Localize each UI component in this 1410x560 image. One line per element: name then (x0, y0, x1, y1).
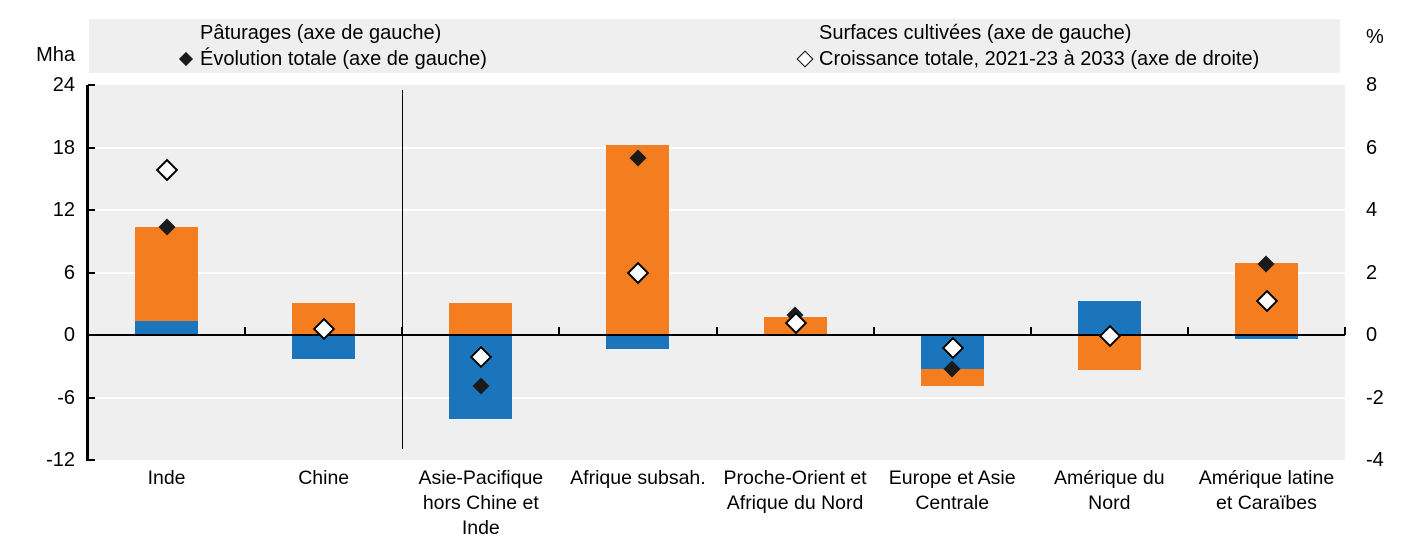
left-axis-tick (88, 84, 95, 86)
category-label: Proche-Orient et Afrique du Nord (723, 467, 867, 514)
gridline (88, 146, 1345, 149)
legend: Pâturages (axe de gauche) Surfaces culti… (89, 19, 1340, 73)
gridline (88, 209, 1345, 211)
x-axis-zero-line (88, 333, 1345, 337)
white-diamond-icon (796, 50, 814, 68)
x-axis-tick (401, 327, 404, 335)
legend-label-croissance: Croissance totale, 2021-23 à 2033 (axe d… (819, 47, 1260, 70)
legend-label-paturages: Pâturages (axe de gauche) (200, 21, 442, 44)
bar-segment-surfaces (449, 302, 513, 335)
blue-square-icon (178, 25, 194, 41)
x-axis-tick (244, 327, 247, 335)
bar-segment-paturages (1234, 335, 1298, 340)
left-axis-tick (88, 334, 95, 336)
left-axis-tick (88, 271, 95, 274)
legend-label-surfaces: Surfaces cultivées (axe de gauche) (819, 21, 1132, 44)
bar-segment-paturages (292, 335, 356, 359)
right-axis-tick-label: 4 (1366, 199, 1378, 221)
gridline (88, 396, 1345, 399)
bar-segment-surfaces (920, 369, 984, 387)
x-axis-tick (1186, 327, 1189, 335)
bar-segment-surfaces (606, 145, 670, 335)
x-axis-tick (715, 327, 718, 335)
left-axis-tick-label: -6 (57, 386, 75, 409)
category-label: Europe et Asie Centrale (888, 467, 1016, 514)
bar-segment-paturages (135, 321, 199, 335)
plot-area (88, 85, 1346, 460)
left-axis-tick-label: 24 (52, 74, 75, 96)
bar-segment-surfaces (135, 226, 199, 322)
right-axis-tick-label: 2 (1366, 261, 1378, 284)
gridline (88, 271, 1345, 274)
legend-item-evolution: Évolution totale (axe de gauche) (178, 48, 487, 70)
left-axis-tick (88, 396, 95, 399)
left-axis-tick-label: 12 (52, 199, 75, 221)
legend-label-evolution: Évolution totale (axe de gauche) (200, 47, 487, 70)
left-axis-tick-label: -12 (46, 449, 75, 471)
left-axis-unit-label: Mha (36, 44, 75, 66)
bar-segment-paturages (606, 335, 670, 349)
x-axis-tick (872, 327, 875, 335)
right-axis-tick-label: 0 (1366, 324, 1378, 346)
category-label: Amérique du Nord (1054, 467, 1165, 514)
category-label: Chine (298, 467, 350, 489)
category-label: Asie-Pacifique hors Chine et Inde (418, 467, 544, 539)
right-axis-tick-label: 8 (1366, 74, 1378, 96)
legend-item-croissance: Croissance totale, 2021-23 à 2033 (axe d… (796, 47, 1260, 70)
legend-item-surfaces: Surfaces cultivées (axe de gauche) (797, 22, 1131, 44)
left-axis-tick-label: 0 (63, 324, 75, 346)
x-axis-tick (1029, 327, 1032, 335)
right-axis-tick-label: 6 (1366, 136, 1378, 159)
left-axis-tick-label: 6 (63, 261, 75, 284)
right-axis-tick-label: -4 (1366, 449, 1384, 471)
right-axis-unit-label: % (1366, 26, 1384, 48)
category-label: Amérique latine et Caraïbes (1198, 467, 1335, 514)
legend-item-paturages: Pâturages (axe de gauche) (178, 22, 441, 44)
x-axis-tick (1344, 327, 1346, 335)
left-axis-tick (88, 209, 95, 211)
category-label: Inde (147, 467, 186, 489)
black-diamond-icon (178, 51, 194, 67)
right-axis-tick-label: -2 (1366, 386, 1384, 409)
x-axis-tick (558, 327, 561, 335)
left-axis-line (86, 85, 89, 461)
category-label: Afrique subsah. (570, 467, 706, 489)
group-separator-line (401, 90, 403, 449)
left-axis-tick (88, 459, 95, 461)
croissance-totale-marker (155, 158, 179, 182)
orange-square-icon (797, 25, 813, 41)
left-axis-tick (88, 146, 95, 149)
left-axis-tick-label: 18 (52, 136, 75, 159)
